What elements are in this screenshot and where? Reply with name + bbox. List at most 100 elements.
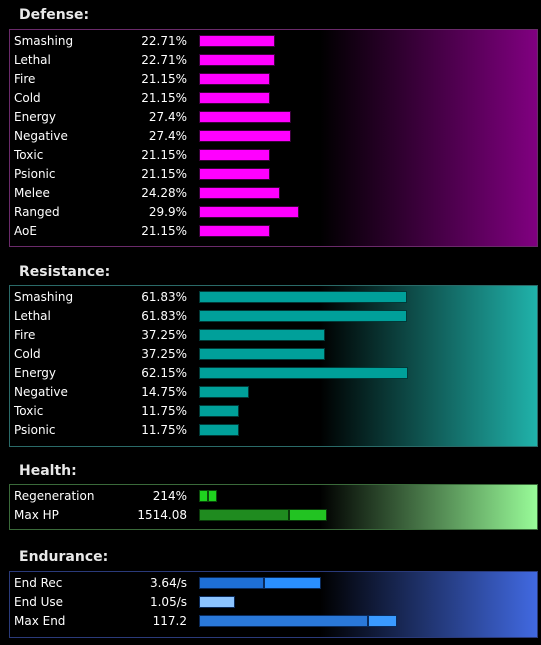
row-value: 37.25% [141,328,187,342]
regeneration-bar [199,490,217,502]
defense-bar [199,73,270,85]
endurance-row-end-use: End Use 1.05/s [10,593,537,612]
defense-bar [199,187,280,199]
defense-bar [199,168,270,180]
max-end-bar-base [199,615,368,627]
row-value: 24.28% [141,186,187,200]
row-label: End Rec [14,576,63,590]
resistance-row-negative: Negative 14.75% [10,383,537,402]
row-label: Toxic [14,404,44,418]
row-value: 27.4% [148,110,187,124]
row-label: Max End [14,614,66,628]
row-value: 1514.08 [137,508,187,522]
end-use-bar-segment [199,596,235,608]
row-value: 214% [152,489,187,503]
row-value: 61.83% [141,290,187,304]
resistance-bar [199,329,325,341]
max-end-bar-extra [368,615,397,627]
health-title: Health: [19,463,77,479]
row-value: 21.15% [141,72,187,86]
row-value: 21.15% [141,224,187,238]
row-label: Cold [14,347,41,361]
row-value: 117.2 [152,614,187,628]
resistance-row-fire: Fire 37.25% [10,326,537,345]
defense-row-fire: Fire 21.15% [10,70,537,89]
resistance-row-energy: Energy 62.15% [10,364,537,383]
defense-bar [199,35,275,47]
resistance-panel: Smashing 61.83% Lethal 61.83% Fire 37.25% Cold… [9,285,538,447]
regeneration-bar-segment [199,490,208,502]
row-value: 21.15% [141,167,187,181]
row-value: 21.15% [141,91,187,105]
health-panel: Regeneration 214% Max HP 1514.08 [9,484,538,530]
resistance-row-smashing: Smashing 61.83% [10,288,537,307]
resistance-bar [199,310,407,322]
resistance-row-toxic: Toxic 11.75% [10,402,537,421]
max-hp-bar [199,509,327,521]
resistance-bar [199,405,239,417]
defense-row-psionic: Psionic 21.15% [10,165,537,184]
resistance-bar [199,424,239,436]
row-label: Lethal [14,53,51,67]
row-label: Toxic [14,148,44,162]
row-value: 62.15% [141,366,187,380]
row-label: Lethal [14,309,51,323]
row-value: 11.75% [141,404,187,418]
end-rec-bar-base [199,577,264,589]
row-value: 3.64/s [149,576,187,590]
row-value: 22.71% [141,34,187,48]
row-value: 1.05/s [149,595,187,609]
max-hp-bar-base [199,509,289,521]
row-label: Negative [14,129,68,143]
defense-bar [199,206,299,218]
resistance-row-lethal: Lethal 61.83% [10,307,537,326]
defense-row-cold: Cold 21.15% [10,89,537,108]
defense-bar [199,111,291,123]
row-label: Max HP [14,508,59,522]
resistance-bar [199,348,325,360]
endurance-title: Endurance: [19,549,109,565]
defense-row-melee: Melee 24.28% [10,184,537,203]
row-label: Cold [14,91,41,105]
row-label: End Use [14,595,64,609]
row-value: 11.75% [141,423,187,437]
row-value: 37.25% [141,347,187,361]
endurance-panel: End Rec 3.64/s End Use 1.05/s Max End 11… [9,571,538,638]
endurance-row-max-end: Max End 117.2 [10,612,537,631]
defense-row-aoe: AoE 21.15% [10,222,537,241]
defense-row-smashing: Smashing 22.71% [10,32,537,51]
row-label: Ranged [14,205,60,219]
defense-title: Defense: [19,7,90,23]
row-label: Melee [14,186,50,200]
row-value: 61.83% [141,309,187,323]
defense-bar [199,130,291,142]
max-hp-bar-extra [289,509,327,521]
resistance-bar [199,367,408,379]
row-label: Negative [14,385,68,399]
row-value: 29.9% [148,205,187,219]
row-value: 14.75% [141,385,187,399]
row-label: Fire [14,72,36,86]
resistance-row-cold: Cold 37.25% [10,345,537,364]
row-label: Smashing [14,290,74,304]
row-value: 22.71% [141,53,187,67]
row-label: Regeneration [14,489,95,503]
defense-row-toxic: Toxic 21.15% [10,146,537,165]
row-value: 27.4% [148,129,187,143]
resistance-row-psionic: Psionic 11.75% [10,421,537,440]
resistance-bar [199,386,249,398]
row-label: Energy [14,110,57,124]
defense-row-energy: Energy 27.4% [10,108,537,127]
row-label: Psionic [14,423,56,437]
end-rec-bar-extra [264,577,321,589]
defense-row-ranged: Ranged 29.9% [10,203,537,222]
row-label: Smashing [14,34,74,48]
defense-bar [199,225,270,237]
end-rec-bar [199,577,321,589]
defense-row-lethal: Lethal 22.71% [10,51,537,70]
row-label: AoE [14,224,37,238]
row-label: Energy [14,366,57,380]
row-label: Psionic [14,167,56,181]
defense-bar [199,54,275,66]
defense-row-negative: Negative 27.4% [10,127,537,146]
